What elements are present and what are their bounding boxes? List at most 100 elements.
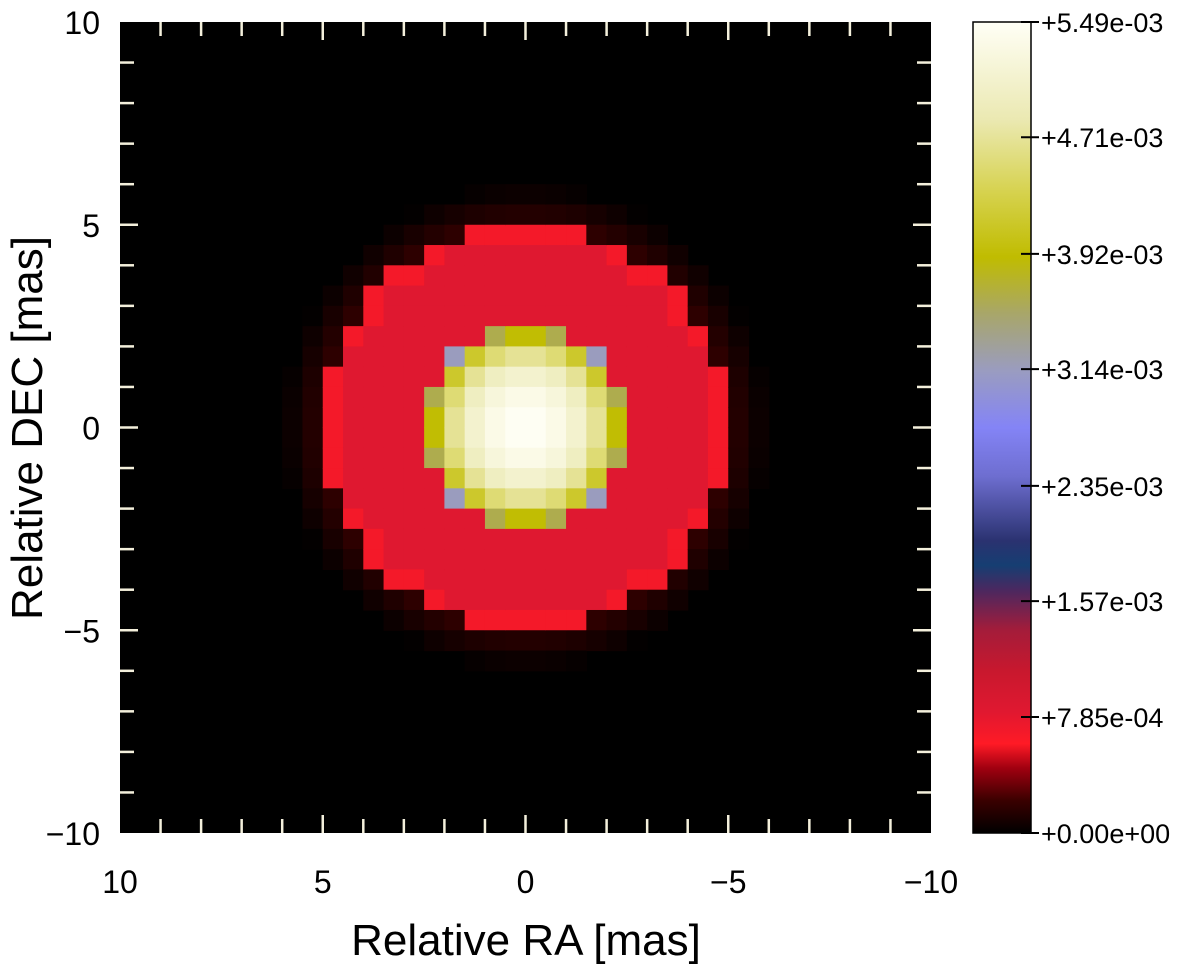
heatmap-cell <box>464 650 486 672</box>
heatmap-cell <box>647 386 669 408</box>
heatmap-cell <box>302 326 324 348</box>
heatmap-cell <box>667 285 689 307</box>
y-tick-label: 5 <box>82 208 100 244</box>
heatmap-cell <box>606 366 628 388</box>
heatmap-cell <box>484 488 506 510</box>
heatmap-cell <box>424 589 446 611</box>
heatmap-cell <box>282 427 304 449</box>
heatmap-cell <box>383 528 405 550</box>
heatmap-cell <box>403 447 425 469</box>
heatmap-cell <box>302 447 324 469</box>
heatmap-cell <box>647 224 669 246</box>
heatmap-cell <box>566 305 587 327</box>
heatmap-cell <box>383 468 405 489</box>
heatmap-cell <box>525 184 547 206</box>
heatmap-cell <box>586 609 608 631</box>
heatmap-cell <box>525 346 547 368</box>
heatmap-cell <box>586 569 608 591</box>
heatmap-cell <box>586 589 608 611</box>
heatmap-cell <box>444 508 466 530</box>
heatmap-cell <box>707 468 729 489</box>
heatmap-cell <box>545 265 567 287</box>
heatmap-cell <box>687 407 709 429</box>
heatmap-cell <box>525 265 547 287</box>
heatmap-cell <box>403 224 425 246</box>
heatmap-cell <box>626 528 648 550</box>
heatmap-cell <box>383 285 405 307</box>
heatmap-cell <box>403 569 425 591</box>
heatmap-cell <box>322 346 344 368</box>
heatmap-cell <box>606 528 628 550</box>
heatmap-cell <box>687 346 709 368</box>
heatmap-cell <box>748 407 770 429</box>
colorbar-tick-label: +5.49e-03 <box>1041 8 1163 38</box>
heatmap-cell <box>525 569 547 591</box>
heatmap-cell <box>322 305 344 327</box>
heatmap-cell <box>707 488 729 510</box>
heatmap-cell <box>566 366 587 388</box>
heatmap-cell <box>484 589 506 611</box>
heatmap-cell <box>586 468 608 489</box>
heatmap-cell <box>484 650 506 672</box>
heatmap-cell <box>343 326 364 348</box>
heatmap-cell <box>525 427 547 449</box>
heatmap-cell <box>525 508 547 530</box>
heatmap-cell <box>464 366 486 388</box>
heatmap-cell <box>505 346 527 368</box>
heatmap-cell <box>707 305 729 327</box>
heatmap-cell <box>424 447 446 469</box>
heatmap-cell <box>444 488 466 510</box>
heatmap-cell <box>586 508 608 530</box>
heatmap-cell <box>566 488 587 510</box>
heatmap-cell <box>667 386 689 408</box>
heatmap-cell <box>403 630 425 652</box>
heatmap-cell <box>424 204 446 226</box>
heatmap-cell <box>403 245 425 266</box>
heatmap-cell <box>464 488 486 510</box>
heatmap-cell <box>606 468 628 489</box>
heatmap-cell <box>586 245 608 266</box>
heatmap-cell <box>383 366 405 388</box>
heatmap-cell <box>707 386 729 408</box>
heatmap-cell <box>566 285 587 307</box>
heatmap-cell <box>647 488 669 510</box>
heatmap-cell <box>728 508 750 530</box>
heatmap-cell <box>464 609 486 631</box>
heatmap-cell <box>383 427 405 449</box>
heatmap-cell <box>383 508 405 530</box>
heatmap-cell <box>403 427 425 449</box>
heatmap-cell <box>545 488 567 510</box>
heatmap-cell <box>586 488 608 510</box>
heatmap-cell <box>464 224 486 246</box>
heatmap-cell <box>626 549 648 571</box>
heatmap-cell <box>444 589 466 611</box>
heatmap-cell <box>343 305 364 327</box>
heatmap-cell <box>728 305 750 327</box>
heatmap-cell <box>464 589 486 611</box>
heatmap-cell <box>343 346 364 368</box>
heatmap-cell <box>464 386 486 408</box>
heatmap-cell <box>566 265 587 287</box>
heatmap-cell <box>647 468 669 489</box>
heatmap-cell <box>707 549 729 571</box>
heatmap-cell <box>403 407 425 429</box>
heatmap-cell <box>687 366 709 388</box>
heatmap-cell <box>403 326 425 348</box>
heatmap-cell <box>444 204 466 226</box>
heatmap-cell <box>464 549 486 571</box>
heatmap-cell <box>505 650 527 672</box>
heatmap-cell <box>424 285 446 307</box>
heatmap-cell <box>444 326 466 348</box>
heatmap-cell <box>343 285 364 307</box>
heatmap-cell <box>403 305 425 327</box>
heatmap-cell <box>586 285 608 307</box>
heatmap-cell <box>343 549 364 571</box>
heatmap-cell <box>545 427 567 449</box>
y-tick-label: 10 <box>64 5 100 41</box>
heatmap-cell <box>667 265 689 287</box>
colorbar: +0.00e+00 +7.85e-04 +1.57e-03 +2.35e-03 +3.1… <box>972 8 1170 849</box>
heatmap-cell <box>424 346 446 368</box>
heatmap-cell <box>444 549 466 571</box>
heatmap-cell <box>545 447 567 469</box>
